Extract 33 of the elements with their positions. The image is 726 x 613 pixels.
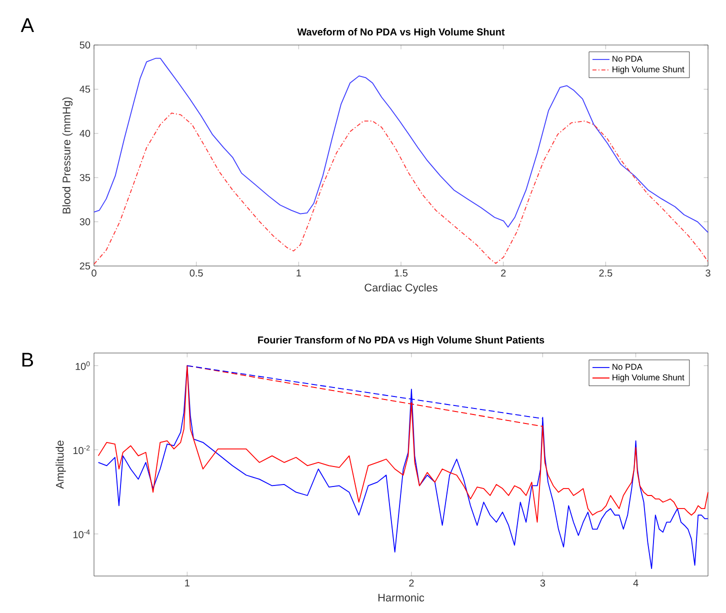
y-axis-title: Blood Pressure (mmHg) bbox=[62, 97, 73, 214]
x-tick-label: 2 bbox=[501, 270, 506, 276]
y-tick-label: 10$^{-4}$ bbox=[73, 530, 90, 538]
legend-label: No PDA bbox=[612, 364, 642, 370]
x-tick-label: 1 bbox=[296, 270, 301, 276]
y-tick-label: 35 bbox=[80, 174, 90, 182]
legend-label: No PDA bbox=[612, 56, 642, 62]
x-tick-label: 0.5 bbox=[190, 270, 203, 277]
x-tick-label: 3 bbox=[706, 270, 710, 277]
x-tick-label: 1 bbox=[185, 580, 190, 586]
y-tick-label: 40 bbox=[80, 130, 90, 137]
y-tick-label: 50 bbox=[80, 41, 90, 49]
x-tick-label: 2 bbox=[409, 580, 414, 586]
text: B bbox=[22, 352, 33, 367]
x-tick-label: 4 bbox=[633, 580, 638, 586]
y-tick-label: 10$^{0}$ bbox=[76, 361, 90, 370]
y-tick-label: 30 bbox=[80, 218, 90, 226]
x-axis-title: Harmonic bbox=[378, 593, 424, 602]
x-tick-label: 2.5 bbox=[599, 270, 612, 277]
x-tick-label: 1.5 bbox=[394, 270, 408, 276]
x-axis-title: Cardiac Cycles bbox=[364, 283, 438, 294]
text: A bbox=[20, 18, 34, 32]
x-tick-label: 0 bbox=[92, 270, 96, 277]
y-tick-label: 10$^{-2}$ bbox=[73, 446, 90, 454]
x-tick-label: 3 bbox=[540, 580, 546, 587]
line-series bbox=[94, 58, 708, 233]
y-tick-label: 25 bbox=[80, 262, 90, 270]
y-axis-title: Amplitude bbox=[56, 440, 66, 489]
legend-label: High Volume Shunt bbox=[612, 66, 684, 74]
y-tick-label: 45 bbox=[80, 86, 90, 93]
chart-title: Fourier Transform of No PDA vs High Volume Shunt Patients bbox=[258, 336, 544, 346]
legend-label: High Volume Shunt bbox=[612, 374, 684, 382]
chart-title: Waveform of No PDA vs High Volume Shunt bbox=[297, 28, 505, 38]
